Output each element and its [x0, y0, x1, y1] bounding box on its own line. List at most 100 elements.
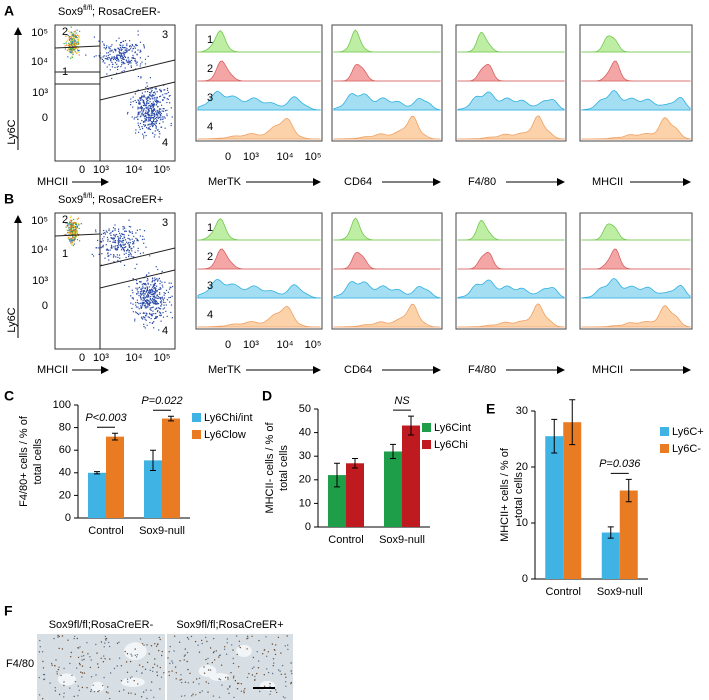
dot: [160, 298, 162, 300]
y-tick-label: 10³: [32, 87, 48, 99]
dot: [152, 109, 154, 111]
dot: [109, 53, 111, 56]
cell: [266, 668, 268, 670]
cell: [290, 662, 292, 664]
cell: [238, 640, 241, 642]
dot: [159, 113, 161, 115]
dot: [77, 39, 79, 41]
dot: [162, 299, 165, 301]
dot: [111, 66, 113, 68]
dot: [163, 294, 165, 296]
y-tick-label: 10⁵: [31, 27, 48, 39]
x-tick-label: 0: [79, 352, 85, 364]
x-tick-label: 10³: [93, 352, 109, 364]
dot: [69, 49, 72, 51]
dot: [116, 248, 118, 250]
y-tick-label: 40: [299, 427, 311, 439]
dot: [121, 58, 123, 60]
dot: [117, 247, 119, 249]
dot: [77, 217, 80, 219]
stain-label: F4/80: [6, 658, 34, 670]
dot: [154, 293, 156, 295]
dot: [151, 109, 153, 111]
dot: [154, 302, 156, 304]
dot: [72, 35, 74, 38]
cell: [267, 671, 270, 674]
histogram: [458, 251, 564, 270]
bar: [563, 422, 582, 579]
dot: [163, 116, 165, 118]
dot: [153, 116, 155, 118]
dot: [142, 297, 144, 299]
cell: [274, 689, 277, 691]
dot: [149, 307, 151, 309]
cell: [198, 683, 200, 685]
dot: [78, 51, 80, 53]
dot: [109, 58, 112, 60]
dot: [166, 109, 168, 111]
dot: [164, 89, 166, 91]
dot: [152, 124, 154, 127]
dot: [123, 47, 125, 49]
cell: [140, 696, 143, 698]
dot: [113, 234, 115, 236]
dot: [138, 294, 140, 297]
dot: [125, 252, 127, 254]
dot: [153, 284, 155, 286]
dot: [147, 305, 149, 307]
cell: [273, 649, 276, 651]
dot: [134, 320, 136, 322]
gate-label: 3: [162, 217, 168, 229]
histogram: [582, 60, 690, 82]
dot: [156, 307, 158, 309]
dot: [147, 114, 149, 117]
dot: [141, 108, 143, 110]
dot: [103, 44, 105, 46]
cell: [42, 698, 44, 700]
dot: [123, 70, 125, 72]
dot: [123, 53, 125, 55]
dot: [134, 267, 136, 270]
dot: [143, 95, 145, 97]
histogram: [197, 117, 320, 140]
cell: [103, 676, 105, 679]
dot: [120, 54, 122, 56]
dot: [114, 66, 116, 69]
dot: [110, 232, 112, 234]
dot: [122, 58, 124, 60]
cell: [100, 657, 102, 659]
cell: [77, 647, 79, 649]
dot: [155, 279, 157, 281]
dot: [156, 291, 158, 293]
dot: [143, 47, 145, 49]
histogram-row-label: 1: [207, 222, 213, 234]
dot: [120, 44, 122, 47]
error-bar: [150, 449, 156, 472]
dot: [148, 120, 150, 122]
cell: [218, 654, 221, 657]
dot: [117, 259, 119, 262]
dot: [134, 60, 136, 62]
dot: [146, 286, 148, 289]
histology-image: [167, 634, 293, 700]
cell: [207, 691, 209, 693]
dot: [117, 58, 119, 60]
dot: [71, 223, 73, 225]
legend-swatch: [660, 427, 669, 436]
dot: [152, 112, 154, 114]
dot: [120, 240, 122, 242]
dot: [143, 45, 145, 47]
dot: [132, 311, 134, 313]
dot: [72, 38, 74, 40]
dot: [120, 246, 122, 248]
cell: [286, 635, 288, 637]
dot: [140, 63, 142, 65]
histogram-row-label: 4: [207, 309, 213, 321]
dot: [116, 60, 118, 62]
dot: [139, 98, 141, 100]
dot: [72, 46, 74, 48]
dot: [148, 114, 151, 116]
cell: [104, 658, 106, 660]
cell: [221, 684, 223, 686]
histogram: [197, 91, 321, 111]
